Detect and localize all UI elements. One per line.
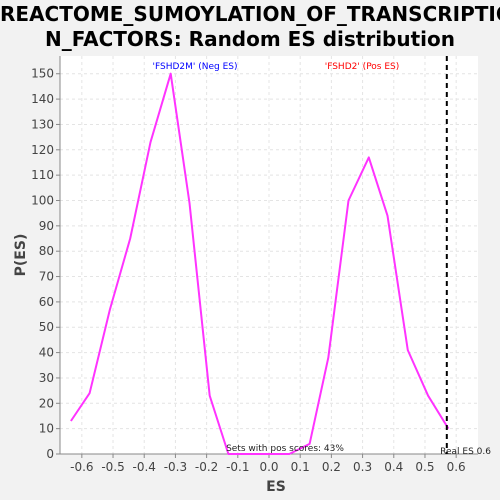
x-tick-label: 0.4 (384, 460, 403, 474)
y-tick-label: 130 (31, 117, 54, 131)
series-layer (70, 56, 450, 455)
x-tick-label: -0.4 (133, 460, 156, 474)
x-tick-label: 0.6 (447, 460, 466, 474)
y-tick-label: 40 (39, 346, 54, 360)
y-tick-label: 10 (39, 422, 54, 436)
y-tick-label: 0 (46, 447, 54, 461)
axes: -0.6 -0.5 -0.4 -0.3 -0.2 -0.1 0.0 0.1 0.2 0.3 0.4 0… (31, 56, 478, 474)
x-tick-label: -0.6 (70, 460, 93, 474)
y-axis-label: P(ES) (13, 234, 29, 277)
pos-scores-annotation: Sets with pos scores: 43% (226, 444, 344, 454)
y-tick-label: 90 (39, 219, 54, 233)
y-tick-label: 110 (31, 168, 54, 182)
x-axis-label: ES (266, 479, 286, 495)
x-tick-label: 0.1 (291, 460, 310, 474)
y-tick-label: 60 (39, 295, 54, 309)
grid-lines (60, 56, 478, 455)
real-es-label: Real ES 0.6 (440, 447, 491, 457)
y-tick-label: 80 (39, 244, 54, 258)
y-tick-label: 120 (31, 143, 54, 157)
y-tick-label: 140 (31, 92, 54, 106)
chart-title-line-1: REACTOME_SUMOYLATION_OF_TRANSCRIPTIO (0, 2, 500, 26)
y-tick-label: 20 (39, 396, 54, 410)
x-tick-label: 0.5 (415, 460, 434, 474)
legend-pos-es: 'FSHD2' (Pos ES) (325, 62, 400, 72)
es-distribution-line (70, 72, 450, 455)
y-tick-label: 30 (39, 371, 54, 385)
x-tick-label: 0.0 (259, 460, 278, 474)
x-tick-label: -0.1 (226, 460, 249, 474)
x-tick-label: -0.2 (195, 460, 218, 474)
x-tick-label: 0.2 (322, 460, 341, 474)
x-tick-label: -0.3 (164, 460, 187, 474)
y-tick-label: 150 (31, 67, 54, 81)
legend-neg-es: 'FSHD2M' (Neg ES) (153, 62, 238, 72)
x-tick-label: -0.5 (101, 460, 124, 474)
x-tick-label: 0.3 (353, 460, 372, 474)
y-tick-label: 100 (31, 193, 54, 207)
chart-title: REACTOME_SUMOYLATION_OF_TRANSCRIPTIO N_F… (0, 2, 500, 52)
chart-title-line-2: N_FACTORS: Random ES distribution (45, 27, 455, 51)
y-tick-label: 70 (39, 270, 54, 284)
y-tick-label: 50 (39, 320, 54, 334)
